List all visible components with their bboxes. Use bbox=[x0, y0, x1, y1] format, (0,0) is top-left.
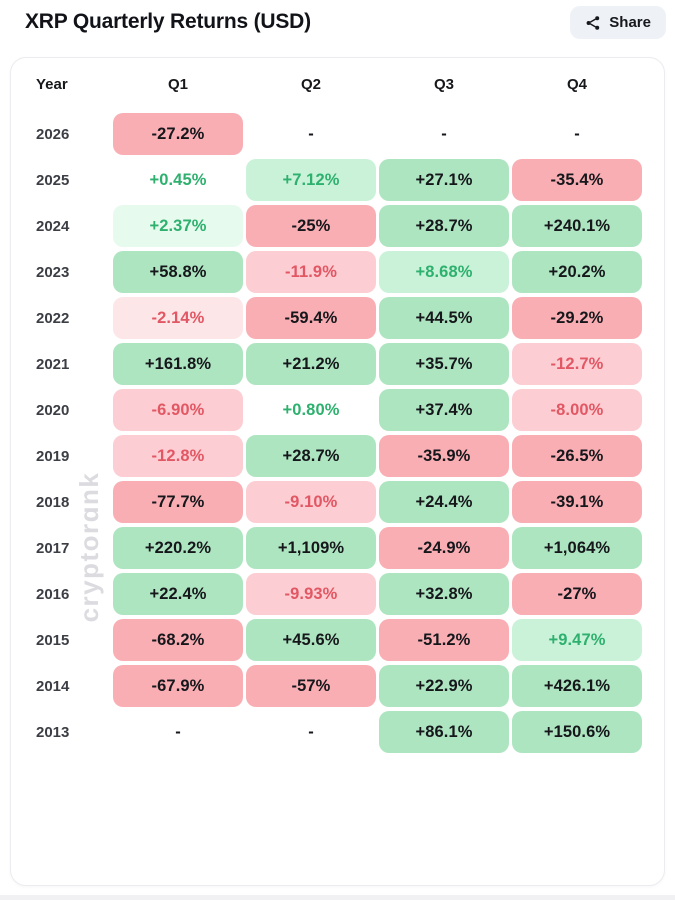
year-label: 2026 bbox=[36, 125, 70, 143]
return-cell: -39.1% bbox=[512, 481, 642, 523]
return-cell: +20.2% bbox=[512, 251, 642, 293]
table-row: 2025 +0.45% +7.12% +27.1% -35.4% bbox=[11, 159, 664, 201]
return-cell: -77.7% bbox=[113, 481, 243, 523]
share-icon bbox=[585, 15, 601, 31]
return-cell: +9.47% bbox=[512, 619, 642, 661]
return-cell: -11.9% bbox=[246, 251, 376, 293]
return-cell: +1,109% bbox=[246, 527, 376, 569]
share-button[interactable]: Share bbox=[570, 6, 666, 39]
return-cell: -8.00% bbox=[512, 389, 642, 431]
return-cell: +44.5% bbox=[379, 297, 509, 339]
return-cell: -51.2% bbox=[379, 619, 509, 661]
return-cell: -59.4% bbox=[246, 297, 376, 339]
table-row: 2016 +22.4% -9.93% +32.8% -27% bbox=[11, 573, 664, 615]
top-bar: XRP Quarterly Returns (USD) Share bbox=[0, 0, 675, 50]
year-label: 2015 bbox=[36, 631, 70, 649]
return-cell: +150.6% bbox=[512, 711, 642, 753]
returns-table-card: Year Q1 Q2 Q3 Q4 2026 -27.2% - - - 2025 +0.45%… bbox=[10, 57, 665, 886]
return-cell: +1,064% bbox=[512, 527, 642, 569]
return-cell: +35.7% bbox=[379, 343, 509, 385]
return-cell: +2.37% bbox=[113, 205, 243, 247]
year-label: 2021 bbox=[36, 355, 70, 373]
year-label: 2016 bbox=[36, 585, 70, 603]
return-cell: +22.9% bbox=[379, 665, 509, 707]
column-header-q4: Q4 bbox=[566, 76, 587, 93]
return-cell: +7.12% bbox=[246, 159, 376, 201]
table-row: 2020 -6.90% +0.80% +37.4% -8.00% bbox=[11, 389, 664, 431]
return-cell: -27.2% bbox=[113, 113, 243, 155]
return-cell: -68.2% bbox=[113, 619, 243, 661]
year-label: 2022 bbox=[36, 309, 70, 327]
year-label: 2024 bbox=[36, 217, 70, 235]
return-cell: +8.68% bbox=[379, 251, 509, 293]
year-label: 2017 bbox=[36, 539, 70, 557]
table-row: 2015 -68.2% +45.6% -51.2% +9.47% bbox=[11, 619, 664, 661]
table-row: 2019 -12.8% +28.7% -35.9% -26.5% bbox=[11, 435, 664, 477]
return-cell: -26.5% bbox=[512, 435, 642, 477]
return-cell: +24.4% bbox=[379, 481, 509, 523]
year-label: 2014 bbox=[36, 677, 70, 695]
return-cell: -29.2% bbox=[512, 297, 642, 339]
return-cell: +220.2% bbox=[113, 527, 243, 569]
return-cell: -12.7% bbox=[512, 343, 642, 385]
year-label: 2018 bbox=[36, 493, 70, 511]
returns-table-body: 2026 -27.2% - - - 2025 +0.45% +7.12% +27.1% -35.4… bbox=[11, 113, 664, 753]
return-cell: +45.6% bbox=[246, 619, 376, 661]
table-row: 2013 - - +86.1% +150.6% bbox=[11, 711, 664, 753]
table-header-row: Year Q1 Q2 Q3 Q4 bbox=[11, 75, 664, 94]
return-cell: +426.1% bbox=[512, 665, 642, 707]
table-row: 2021 +161.8% +21.2% +35.7% -12.7% bbox=[11, 343, 664, 385]
return-cell: -24.9% bbox=[379, 527, 509, 569]
return-cell: -6.90% bbox=[113, 389, 243, 431]
return-cell: -9.93% bbox=[246, 573, 376, 615]
return-cell: -2.14% bbox=[113, 297, 243, 339]
column-header-q2: Q2 bbox=[300, 76, 321, 93]
return-cell: +21.2% bbox=[246, 343, 376, 385]
return-cell: +0.45% bbox=[149, 170, 207, 189]
column-header-q3: Q3 bbox=[433, 76, 454, 93]
year-label: 2023 bbox=[36, 263, 70, 281]
return-cell: -9.10% bbox=[246, 481, 376, 523]
return-cell: +22.4% bbox=[113, 573, 243, 615]
empty-cell: - bbox=[308, 124, 314, 143]
return-cell: +86.1% bbox=[379, 711, 509, 753]
table-row: 2018 -77.7% -9.10% +24.4% -39.1% bbox=[11, 481, 664, 523]
year-label: 2013 bbox=[36, 723, 70, 741]
return-cell: -57% bbox=[246, 665, 376, 707]
return-cell: -67.9% bbox=[113, 665, 243, 707]
return-cell: +27.1% bbox=[379, 159, 509, 201]
return-cell: -27% bbox=[512, 573, 642, 615]
return-cell: +0.80% bbox=[282, 400, 340, 419]
return-cell: +161.8% bbox=[113, 343, 243, 385]
return-cell: +240.1% bbox=[512, 205, 642, 247]
empty-cell: - bbox=[308, 722, 314, 741]
table-row: 2024 +2.37% -25% +28.7% +240.1% bbox=[11, 205, 664, 247]
return-cell: +28.7% bbox=[246, 435, 376, 477]
return-cell: -35.4% bbox=[512, 159, 642, 201]
page-title: XRP Quarterly Returns (USD) bbox=[25, 10, 311, 33]
return-cell: +32.8% bbox=[379, 573, 509, 615]
return-cell: +28.7% bbox=[379, 205, 509, 247]
column-header-year: Year bbox=[36, 76, 68, 93]
table-row: 2023 +58.8% -11.9% +8.68% +20.2% bbox=[11, 251, 664, 293]
table-row: 2022 -2.14% -59.4% +44.5% -29.2% bbox=[11, 297, 664, 339]
year-label: 2025 bbox=[36, 171, 70, 189]
empty-cell: - bbox=[175, 722, 181, 741]
table-row: 2014 -67.9% -57% +22.9% +426.1% bbox=[11, 665, 664, 707]
return-cell: +37.4% bbox=[379, 389, 509, 431]
column-header-q1: Q1 bbox=[167, 76, 188, 93]
table-row: 2017 +220.2% +1,109% -24.9% +1,064% bbox=[11, 527, 664, 569]
empty-cell: - bbox=[574, 124, 580, 143]
return-cell: -35.9% bbox=[379, 435, 509, 477]
return-cell: -12.8% bbox=[113, 435, 243, 477]
year-label: 2020 bbox=[36, 401, 70, 419]
bottom-strip bbox=[0, 895, 675, 900]
year-label: 2019 bbox=[36, 447, 70, 465]
empty-cell: - bbox=[441, 124, 447, 143]
return-cell: -25% bbox=[246, 205, 376, 247]
share-button-label: Share bbox=[609, 14, 651, 31]
table-row: 2026 -27.2% - - - bbox=[11, 113, 664, 155]
return-cell: +58.8% bbox=[113, 251, 243, 293]
